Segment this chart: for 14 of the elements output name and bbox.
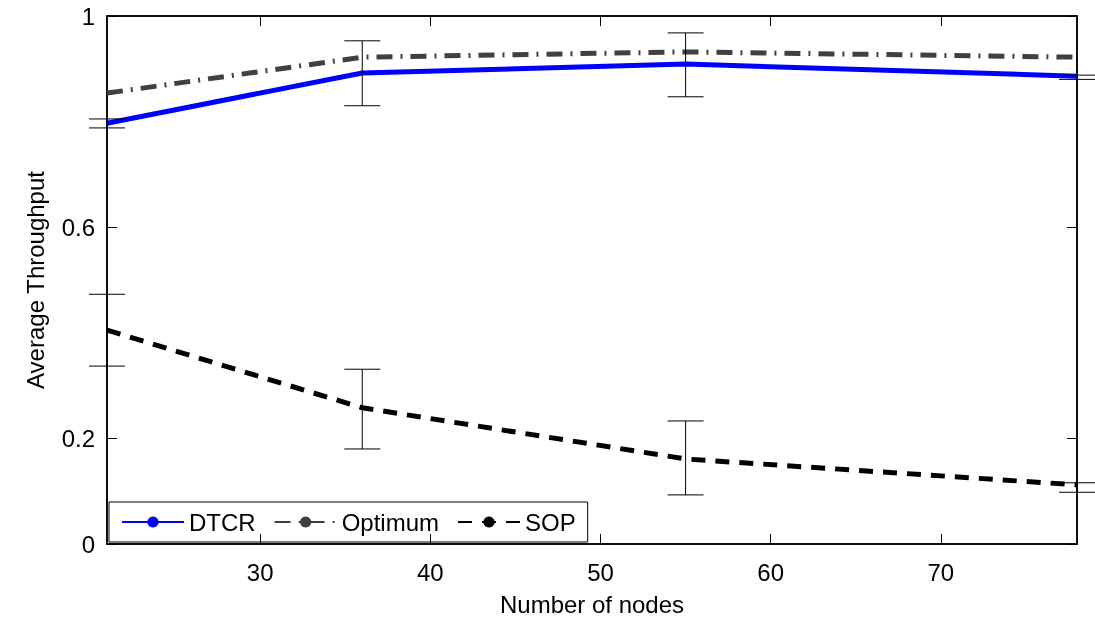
y-tick-label: 0.6 (61, 213, 95, 241)
x-tick-label: 30 (246, 558, 274, 586)
legend-label: SOP (525, 508, 576, 536)
y-axis-title: Average Throughput (21, 170, 49, 389)
x-tick-label: 60 (757, 558, 785, 586)
y-tick-label: 0 (81, 530, 95, 558)
x-tick-label: 70 (927, 558, 955, 586)
x-tick-label: 50 (587, 558, 614, 586)
y-tick-label: 1 (81, 2, 95, 30)
legend-label: Optimum (341, 508, 440, 536)
y-tick-label: 0.2 (61, 424, 95, 452)
x-axis-title: Number of nodes (499, 590, 685, 618)
legend-label: DTCR (189, 508, 256, 536)
x-tick-label: 40 (416, 558, 444, 586)
